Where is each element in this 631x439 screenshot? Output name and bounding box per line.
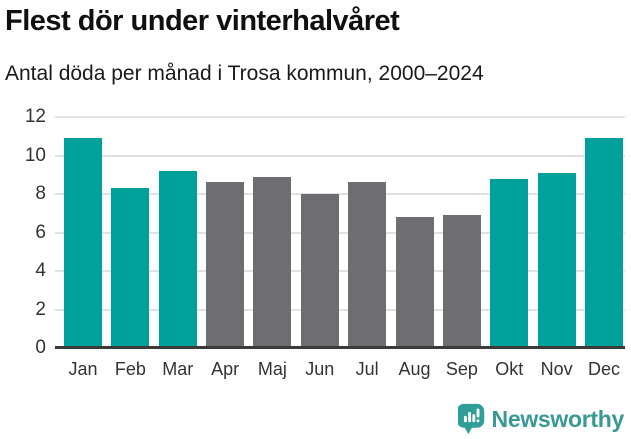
bar-aug (395, 217, 434, 348)
x-axis-label-apr: Apr (211, 359, 240, 379)
chart-subtitle: Antal döda per månad i Trosa kommun, 200… (5, 62, 484, 85)
newsworthy-logo: Newsworthy (457, 403, 625, 435)
x-axis-label-maj: Maj (257, 359, 287, 379)
x-axis-label-okt: Okt (495, 359, 524, 379)
y-axis-tick-label-0: 0 (35, 337, 46, 358)
bar-column-jul: Jul (348, 117, 387, 379)
bar-column-aug: Aug (395, 117, 434, 379)
plot-area: Jan Feb Mar Apr Maj Jun Jul Aug Sep Okt Nov Dec 0 2 4… (25, 107, 625, 379)
y-axis-tick-label-10: 10 (24, 144, 46, 166)
y-axis-tick-label-4: 4 (35, 260, 46, 282)
y-axis-tick-label-6: 6 (35, 221, 46, 243)
bar-apr (206, 182, 245, 348)
bar-maj (253, 176, 292, 348)
bar-column-apr: Apr (206, 117, 245, 379)
x-axis-label-jul: Jul (355, 359, 379, 379)
chart-title: Flest dör under vinterhalvåret (5, 5, 400, 37)
x-axis-label-nov: Nov (540, 359, 573, 379)
gridline-y-8 (55, 193, 625, 196)
y-axis-tick-label-2: 2 (35, 298, 46, 320)
bar-column-jun: Jun (300, 117, 339, 379)
bar-column-dec: Dec (584, 117, 623, 379)
bar-column-feb: Feb (111, 117, 150, 379)
x-axis-label-dec: Dec (587, 359, 620, 379)
bar-jun (300, 194, 339, 348)
x-axis-label-jun: Jun (305, 359, 335, 379)
bar-nov (537, 172, 576, 348)
x-axis-label-mar: Mar (162, 359, 194, 379)
gridline-y-2 (55, 308, 625, 311)
bar-dec (584, 138, 623, 348)
x-axis-line (55, 346, 625, 349)
bar-mar (158, 170, 197, 348)
bar-sep (442, 215, 481, 348)
bar-column-sep: Sep (442, 117, 481, 379)
bar-column-nov: Nov (537, 117, 576, 379)
bar-column-okt: Okt (490, 117, 529, 379)
bar-okt (490, 178, 529, 348)
x-axis-label-feb: Feb (114, 359, 146, 379)
gridline-y-4 (55, 270, 625, 273)
bar-feb (111, 188, 150, 348)
bar-column-jan: Jan (64, 117, 102, 379)
x-axis-label-aug: Aug (398, 359, 431, 379)
brand-name: Newsworthy (491, 405, 625, 432)
x-axis-label-jan: Jan (68, 359, 98, 379)
y-axis-tick-label-12: 12 (24, 106, 46, 127)
bar-jan (64, 138, 102, 348)
gridline-y-10 (55, 154, 625, 157)
y-axis-tick-label-8: 8 (35, 183, 46, 205)
bars: Jan Feb Mar Apr Maj Jun Jul Aug Sep Okt Nov Dec (64, 117, 623, 379)
gridline-y-6 (55, 231, 625, 234)
newsworthy-bar-chart-badge-icon (457, 403, 484, 435)
bar-jul (348, 182, 387, 348)
x-axis-label-sep: Sep (445, 359, 478, 379)
gridline-y-12 (55, 116, 625, 118)
bar-column-mar: Mar (158, 117, 197, 379)
badge-bubble-shape (457, 403, 484, 435)
bar-column-maj: Maj (253, 117, 292, 379)
